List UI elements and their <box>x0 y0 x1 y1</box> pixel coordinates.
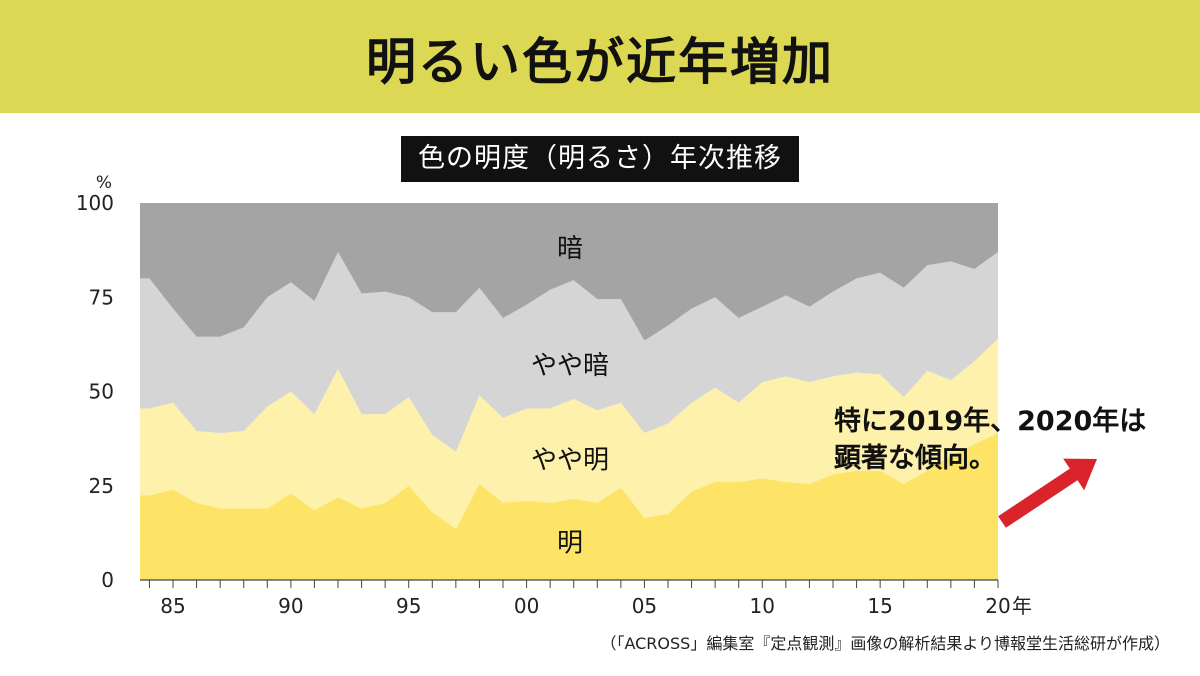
y-unit-label: % <box>96 173 112 193</box>
y-tick-label-3: 50 <box>89 380 114 404</box>
y-tick-label-1: 0 <box>101 568 114 592</box>
x-tick-label-1: 85 <box>160 594 185 618</box>
x-tick-label-6: 10 <box>750 594 775 618</box>
trend-arrow <box>998 458 1097 528</box>
x-tick-label-3: 95 <box>396 594 421 618</box>
y-tick-label-4: 75 <box>89 285 114 309</box>
series-label-3: やや暗 <box>531 351 609 381</box>
x-tick-label-2: 90 <box>278 594 303 618</box>
series-label-1: 明 <box>557 528 583 558</box>
title-banner: 明るい色が近年増加 <box>0 0 1200 113</box>
annotation-line-1: 特に2019年、2020年は <box>834 406 1147 437</box>
page-title: 明るい色が近年増加 <box>366 33 834 91</box>
annotation-line-2: 顕著な傾向。 <box>834 443 996 474</box>
annotation-text: 特に2019年、2020年は 顕著な傾向。 <box>834 403 1146 477</box>
area-series-4 <box>140 203 998 341</box>
series-label-2: やや明 <box>531 445 609 475</box>
x-tick-label-7: 15 <box>867 594 892 618</box>
source-note: （「ACROSS」編集室『定点観測』画像の解析結果より博報堂生活総研が作成） <box>600 634 1170 653</box>
x-tick-label-8: 20 <box>985 594 1010 618</box>
series-label-4: 暗 <box>557 234 583 264</box>
area-series-2 <box>140 338 998 530</box>
y-tick-label-2: 25 <box>89 474 114 498</box>
chart-subtitle: 色の明度（明るさ）年次推移 <box>401 136 799 182</box>
y-tick-label-5: 100 <box>76 191 114 215</box>
x-unit-label: 年 <box>1012 594 1032 618</box>
x-tick-label-4: 00 <box>514 594 539 618</box>
x-tick-label-5: 05 <box>632 594 657 618</box>
area-series-1 <box>140 433 998 580</box>
area-series-3 <box>140 252 998 452</box>
